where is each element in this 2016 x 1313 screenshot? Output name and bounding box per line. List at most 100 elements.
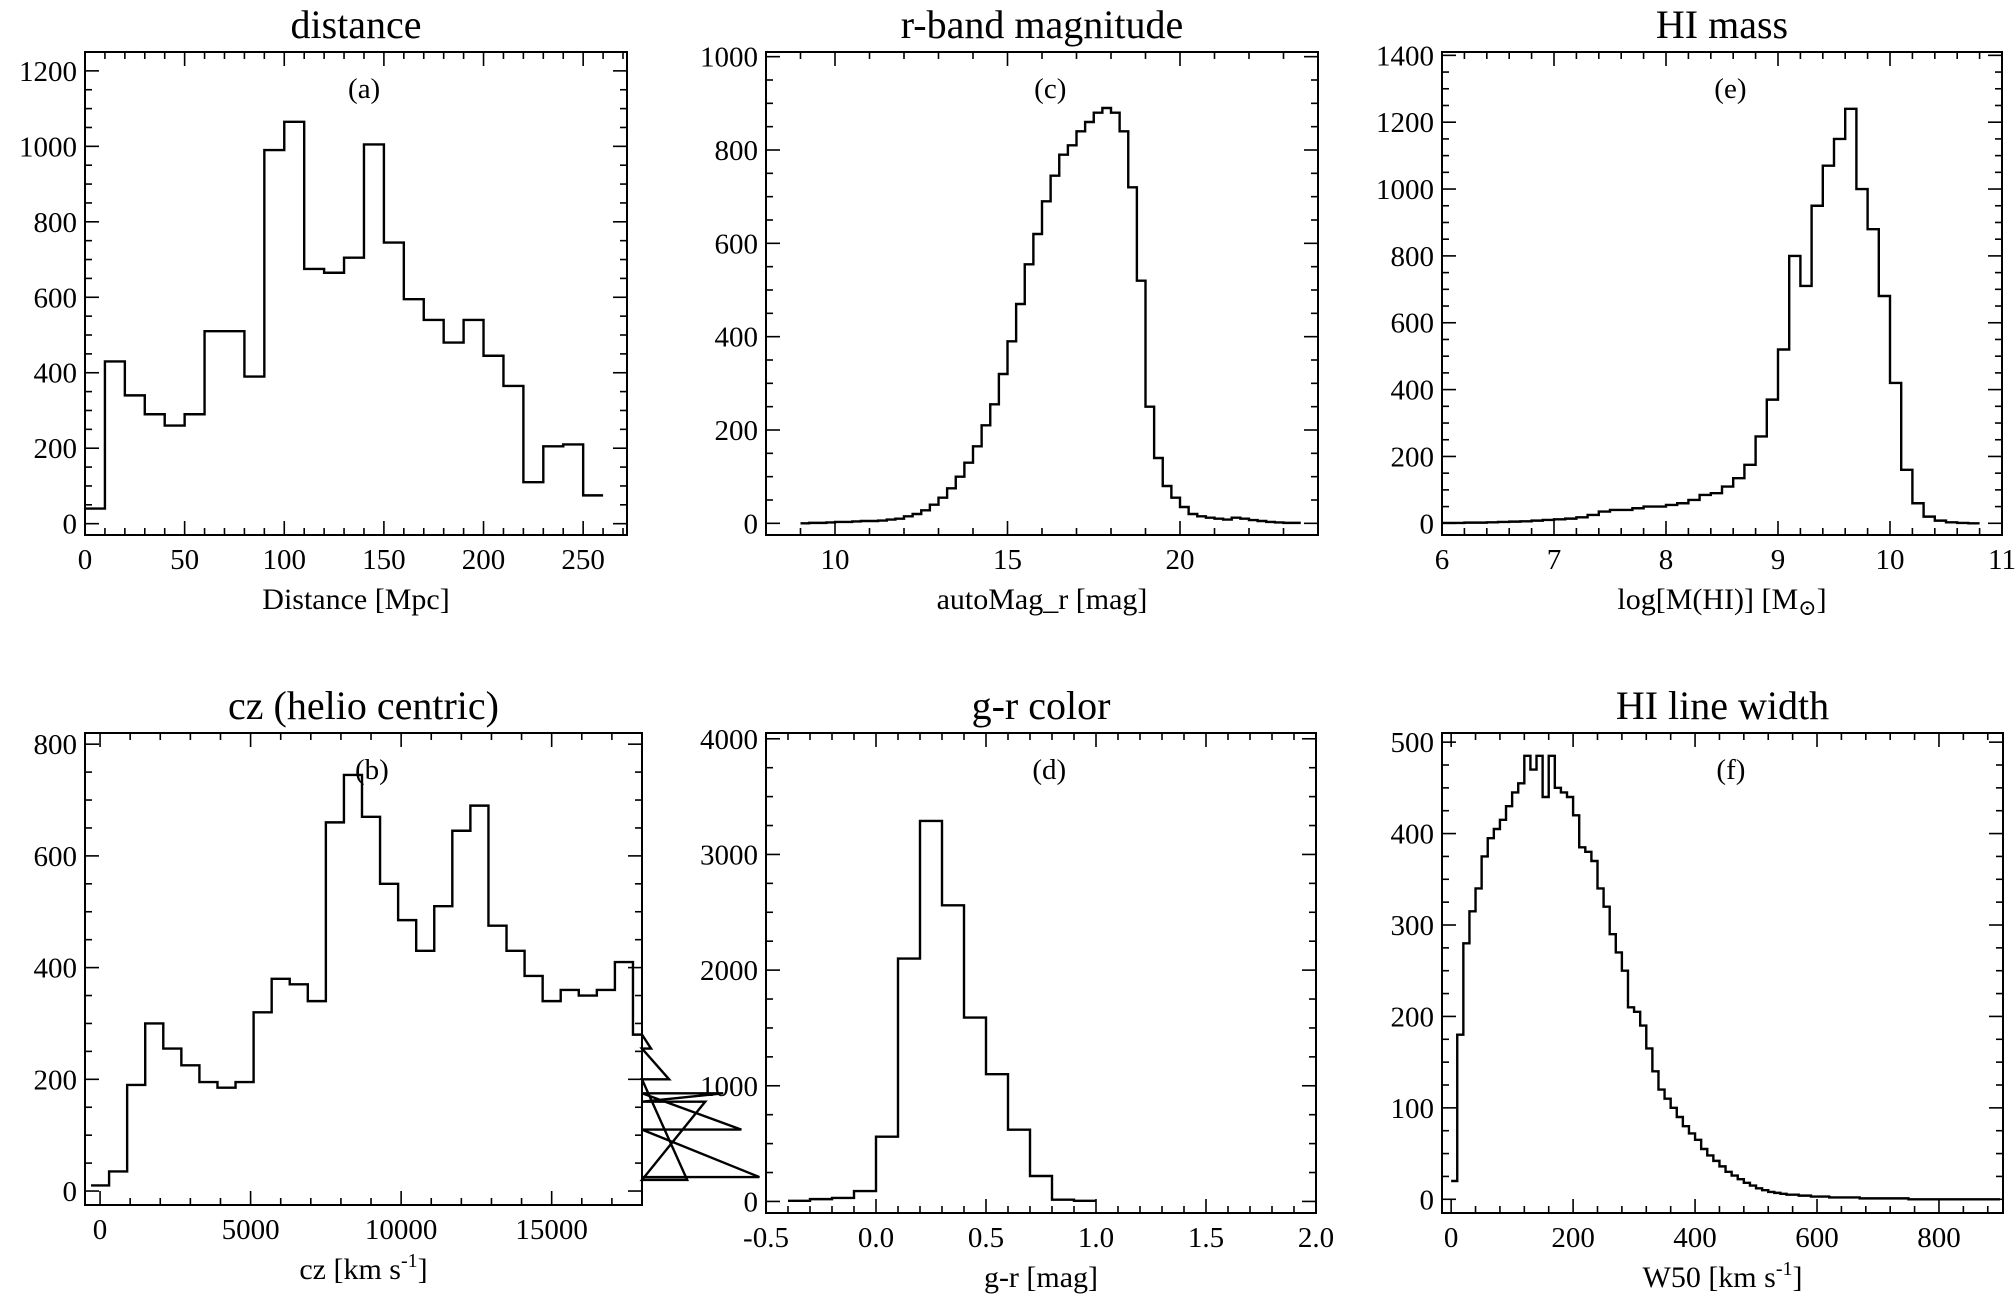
- panel-title: cz (helio centric): [228, 683, 499, 728]
- y-tick-label: 0: [744, 508, 759, 540]
- y-tick-label: 200: [34, 1064, 78, 1096]
- x-tick-label: 100: [263, 544, 307, 576]
- panel-b: cz (helio centric)0 5000 10000 150000200400…: [34, 683, 760, 1286]
- x-tick-label: 1.0: [1078, 1222, 1114, 1254]
- plot-frame: [765, 51, 1319, 536]
- solar-symbol-icon: ⊙: [1798, 595, 1816, 620]
- panel-letter: (b): [355, 754, 389, 786]
- histogram-outline: [1451, 754, 2000, 1201]
- x-tick-label: 0: [1444, 1222, 1459, 1254]
- y-tick-label: 200: [715, 415, 759, 447]
- y-tick-label: 4000: [700, 724, 758, 756]
- panel-e: HI mass 6 7 8 9 10 11 0 200 400 600 800 1000 1200 1400…: [1376, 2, 2016, 620]
- x-tick-label: 8: [1659, 544, 1674, 576]
- x-axis-label-end: ]: [1817, 583, 1827, 616]
- x-axis-label-superscript: -1: [401, 1250, 418, 1272]
- x-tick-label: 5000: [222, 1214, 280, 1246]
- y-tick-label: 600: [34, 282, 78, 314]
- y-tick-label: 200: [1391, 441, 1435, 473]
- x-tick-label: 0: [78, 544, 93, 576]
- x-tick-label: -0.5: [743, 1222, 789, 1254]
- panel-letter: (c): [1034, 73, 1066, 105]
- x-axis-label-text: Distance [Mpc]: [262, 583, 449, 616]
- y-tick-label: 0: [63, 1176, 78, 1208]
- histogram-outline: [85, 120, 604, 510]
- x-tick-label: 11: [1988, 544, 2016, 576]
- x-tick-label: 10: [821, 544, 850, 576]
- plot-frame: [1441, 51, 2003, 536]
- y-tick-label: 600: [34, 841, 78, 873]
- x-axis-label-end: ]: [1793, 1261, 1803, 1294]
- histogram-outline: [91, 773, 760, 1187]
- x-tick-label: 800: [1917, 1222, 1961, 1254]
- y-tick-label: 100: [1391, 1093, 1435, 1125]
- panel-title: r-band magnitude: [901, 2, 1183, 47]
- y-tick-label: 2000: [700, 955, 758, 987]
- x-axis-label-text: log[M(HI)] [M: [1617, 583, 1798, 616]
- x-axis-label: Distance [Mpc]: [262, 583, 449, 616]
- plot-frame: [84, 51, 628, 536]
- panel-title: HI mass: [1656, 2, 1788, 47]
- panel-f: HI line width 0 200 400 600 800 0 100 200 300 400 5…: [1391, 683, 2004, 1294]
- panel-title: distance: [290, 2, 421, 47]
- plot-frame: [765, 732, 1317, 1214]
- y-tick-label: 600: [1391, 308, 1435, 340]
- y-tick-label: 800: [34, 207, 78, 239]
- x-tick-label: 15: [993, 544, 1022, 576]
- y-tick-label: 400: [1391, 819, 1435, 851]
- x-tick-label: 10000: [365, 1214, 438, 1246]
- x-axis-label-text: W50 [km s: [1643, 1261, 1776, 1294]
- x-axis-label-text: autoMag_r [mag]: [937, 583, 1148, 616]
- x-tick-label: 200: [462, 544, 506, 576]
- panel-letter: (e): [1714, 73, 1746, 105]
- panel-title: HI line width: [1616, 683, 1829, 728]
- y-tick-label: 200: [1391, 1001, 1435, 1033]
- panel-a: distance 0 50 100 150 200 250 0 200 400 600 800 1000…: [19, 2, 628, 616]
- x-tick-label: 600: [1795, 1222, 1839, 1254]
- x-tick-label: 7: [1547, 544, 1562, 576]
- y-tick-label: 1000: [1376, 174, 1434, 206]
- y-tick-label: 1000: [700, 42, 758, 74]
- y-tick-label: 1200: [19, 56, 77, 88]
- y-tick-label: 0: [1420, 508, 1435, 540]
- y-tick-label: 500: [1391, 727, 1435, 759]
- y-tick-label: 400: [34, 953, 78, 985]
- plot-frame: [1441, 732, 2004, 1214]
- x-axis-label-end: ]: [418, 1253, 428, 1286]
- y-tick-label: 400: [715, 322, 759, 354]
- y-tick-label: 800: [715, 135, 759, 167]
- y-tick-label: 3000: [700, 839, 758, 871]
- y-tick-label: 1200: [1376, 107, 1434, 139]
- x-axis-label: g-r [mag]: [984, 1261, 1098, 1294]
- y-tick-label: 400: [34, 358, 78, 390]
- panel-letter: (d): [1032, 754, 1066, 786]
- y-tick-label: 800: [34, 729, 78, 761]
- y-tick-label: 800: [1391, 241, 1435, 273]
- panel-title: g-r color: [972, 683, 1111, 728]
- x-tick-label: 6: [1435, 544, 1450, 576]
- x-tick-label: 150: [362, 544, 406, 576]
- plot-frame: [84, 732, 643, 1206]
- y-tick-label: 1400: [1376, 40, 1434, 72]
- x-tick-label: 20: [1166, 544, 1195, 576]
- y-tick-label: 0: [63, 509, 78, 541]
- x-axis-label: log[M(HI)] [M⊙]: [1617, 583, 1826, 620]
- histogram-outline: [800, 106, 1301, 525]
- x-tick-label: 250: [561, 544, 605, 576]
- y-tick-label: 300: [1391, 910, 1435, 942]
- y-tick-label: 1000: [19, 131, 77, 163]
- x-axis-label: W50 [km s-1]: [1643, 1258, 1803, 1294]
- y-tick-label: 600: [715, 228, 759, 260]
- x-tick-label: 0: [93, 1214, 108, 1246]
- x-axis-label: cz [km s-1]: [299, 1250, 427, 1286]
- histogram-outline: [788, 819, 1096, 1203]
- y-tick-label: 0: [744, 1186, 759, 1218]
- x-tick-label: 50: [170, 544, 199, 576]
- x-axis-label-text: cz [km s: [299, 1253, 401, 1286]
- histogram-outline: [1442, 107, 1980, 525]
- x-axis-label-text: g-r [mag]: [984, 1261, 1098, 1294]
- x-tick-label: 200: [1551, 1222, 1595, 1254]
- y-tick-label: 400: [1391, 375, 1435, 407]
